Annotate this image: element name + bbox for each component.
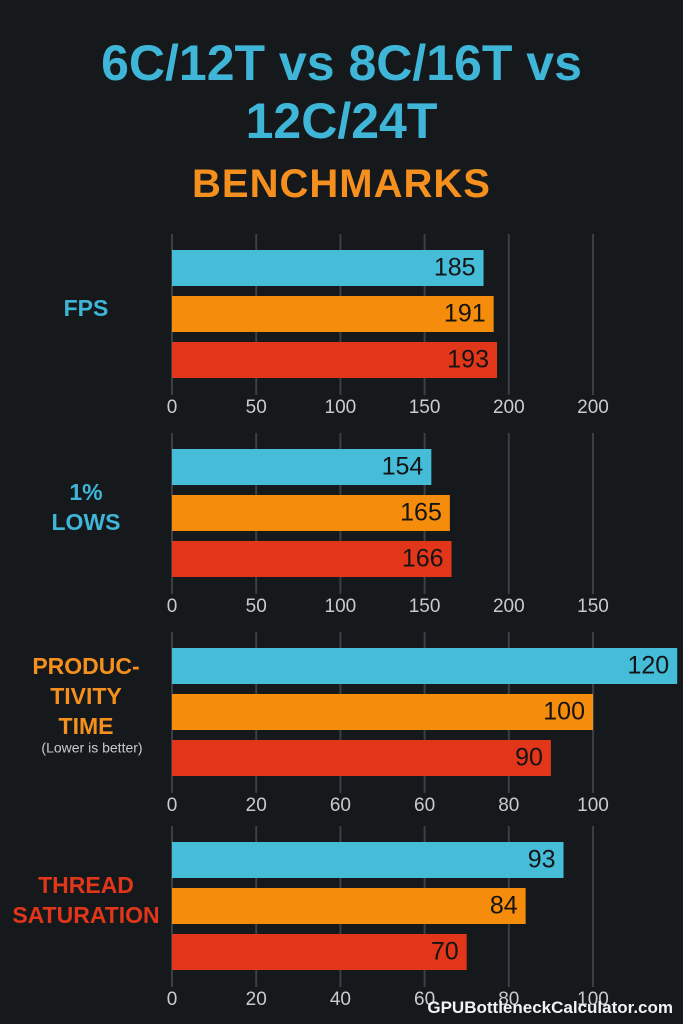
subtitle: BENCHMARKS (192, 162, 491, 206)
bar (172, 740, 551, 776)
bar (172, 541, 452, 577)
bar-value-label: 193 (447, 346, 489, 374)
title: 6C/12T vs 8C/16T vs 12C/24T (101, 35, 582, 149)
x-tick-label: 60 (330, 795, 351, 816)
panel-label: FPS (64, 295, 109, 321)
x-tick-label: 200 (577, 397, 609, 418)
x-tick-label: 0 (167, 596, 178, 617)
x-tick-label: 150 (409, 596, 441, 617)
bar (172, 842, 564, 878)
x-tick-label: 60 (414, 989, 435, 1010)
bar-value-label: 154 (382, 453, 424, 481)
x-tick-label: 150 (577, 596, 609, 617)
x-tick-label: 0 (167, 397, 178, 418)
bar-value-label: 191 (444, 300, 486, 328)
panel-label: TIVITY (50, 683, 122, 709)
x-tick-label: 0 (167, 795, 178, 816)
bar-value-label: 120 (627, 652, 669, 680)
panel-label: TIME (59, 713, 114, 739)
bar (172, 342, 498, 378)
bar-value-label: 100 (543, 698, 585, 726)
x-tick-label: 100 (325, 596, 357, 617)
bar (172, 934, 467, 970)
bar (172, 449, 432, 485)
bar-value-label: 185 (434, 254, 476, 282)
x-tick-label: 0 (167, 989, 178, 1010)
x-tick-label: 50 (246, 397, 267, 418)
bar (172, 648, 678, 684)
bar (172, 250, 484, 286)
bar (172, 694, 593, 730)
x-tick-label: 80 (498, 989, 519, 1010)
x-tick-label: 40 (330, 989, 351, 1010)
bar (172, 296, 494, 332)
panel-note: (Lower is better) (41, 740, 142, 756)
watermark: GPUBottleneckCalculator.com (427, 998, 673, 1017)
x-tick-label: 20 (246, 795, 267, 816)
x-tick-label: 150 (409, 397, 441, 418)
panel-label: SATURATION (12, 902, 159, 928)
bar-value-label: 93 (528, 846, 556, 874)
bar (172, 888, 526, 924)
bar (172, 495, 450, 531)
x-tick-label: 100 (577, 989, 609, 1010)
bar-value-label: 165 (400, 499, 442, 527)
bar-value-label: 70 (431, 938, 459, 966)
bar-value-label: 84 (490, 892, 518, 920)
x-tick-label: 100 (577, 795, 609, 816)
x-tick-label: 60 (414, 795, 435, 816)
bar-value-label: 90 (515, 744, 543, 772)
bar-value-label: 166 (402, 545, 444, 573)
x-tick-label: 80 (498, 795, 519, 816)
panel-label: PRODUC- (32, 653, 139, 679)
x-tick-label: 200 (493, 397, 525, 418)
x-tick-label: 100 (325, 397, 357, 418)
panel-label: THREAD (38, 872, 134, 898)
x-tick-label: 200 (493, 596, 525, 617)
x-tick-label: 50 (246, 596, 267, 617)
panel-label: LOWS (52, 509, 121, 535)
panel-label: 1% (69, 479, 102, 505)
x-tick-label: 20 (246, 989, 267, 1010)
